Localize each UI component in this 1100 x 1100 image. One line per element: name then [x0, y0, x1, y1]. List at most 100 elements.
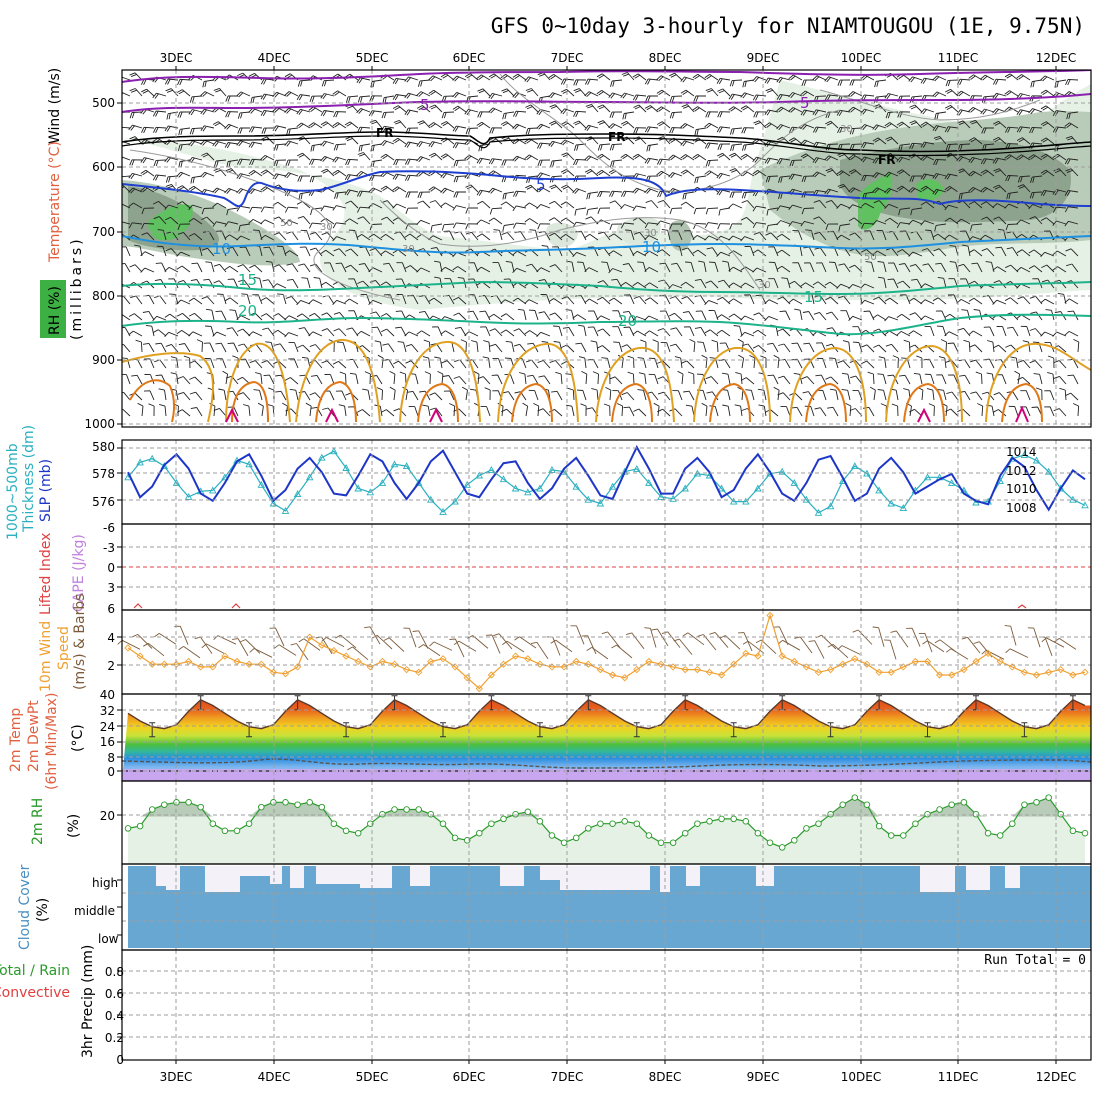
wind-barb [404, 233, 419, 241]
wind-barb [644, 126, 659, 133]
wind-barb [764, 109, 779, 116]
wind-barb [416, 267, 431, 273]
wind-barb [321, 328, 335, 337]
wind-barb [620, 222, 635, 229]
wind-barb [596, 73, 611, 81]
wind-barb [297, 175, 310, 182]
wind-barb [1017, 359, 1031, 369]
wind-barb [860, 249, 875, 257]
isotherm-teal [122, 280, 1091, 296]
contour-label: FR [608, 130, 625, 144]
wind-barb [549, 200, 563, 209]
lifted-tick: -3 [103, 541, 115, 555]
contour-label: FR [376, 126, 393, 140]
wind-barb [176, 89, 191, 97]
date-label-top: 11DEC [938, 51, 978, 65]
wind-speed-point [778, 652, 786, 660]
wind-barb [500, 121, 515, 129]
wind-barb [561, 296, 575, 305]
wind-barb [196, 339, 203, 353]
wind-barb [301, 277, 311, 289]
slp-point [257, 480, 266, 488]
date-label-bottom: 10DEC [841, 1070, 881, 1084]
wind-barb [308, 299, 323, 305]
pressure-tick: 500 [92, 96, 115, 110]
wind-barb [248, 107, 263, 114]
wind-barb [154, 359, 167, 369]
ylabel-temp-c: (6hr Min/Max) [44, 693, 60, 790]
wind-barb [776, 249, 791, 257]
wind-barb [383, 637, 405, 652]
wind-barb [1017, 184, 1031, 193]
wind-barb [572, 314, 587, 321]
wind-barb [584, 169, 599, 177]
wind-barb [922, 640, 945, 653]
wind-barb [776, 76, 791, 84]
wind-barb [985, 261, 995, 273]
lifted-index-marker [133, 603, 143, 609]
wind-barb [620, 282, 635, 289]
wind-barb [309, 247, 323, 257]
wind-barb [794, 308, 803, 321]
wind-barb [479, 310, 491, 321]
wind-barb [297, 136, 311, 145]
ylabel-upper-temp: Temperature (°C) [47, 141, 63, 263]
rh2m-point [936, 806, 943, 813]
wind-speed-point [899, 663, 907, 671]
wind-barb [122, 92, 131, 97]
slp-point [414, 478, 423, 486]
wind-barb [1064, 331, 1079, 337]
temp-band [122, 769, 1091, 781]
panel-frame [121, 609, 1092, 695]
date-label-top: 12DEC [1036, 51, 1076, 65]
wind-barb [321, 232, 335, 241]
wind-barb [596, 315, 611, 321]
wind-barb [597, 120, 611, 129]
wind-barb [392, 94, 407, 101]
wind-barb [260, 93, 275, 100]
wind-speed-point [669, 663, 677, 671]
wind-barb [441, 223, 455, 231]
upper-air-panel: 5 5 FR FR FR 5 10 10 15 15 20 20 30 30 3… [40, 68, 1091, 431]
wind-barb [816, 389, 827, 401]
wind-barb [298, 327, 311, 337]
wind-speed-point [887, 668, 895, 676]
wind-barb [188, 218, 203, 225]
wind-barb [884, 187, 899, 194]
wind-barb [632, 153, 647, 161]
wind-barb [183, 355, 191, 369]
wind-barb [789, 159, 803, 167]
wind-barb [752, 170, 767, 177]
wind-barb [249, 158, 263, 166]
wind-barb [1016, 267, 1031, 273]
wind-barb [681, 104, 695, 113]
wind-barb [587, 310, 599, 321]
wind-barb [740, 92, 755, 99]
wind-speed-point [269, 668, 278, 676]
wind-barb [461, 386, 468, 401]
wind-barb [896, 121, 911, 129]
wind-barb [677, 370, 684, 385]
wind-barb [338, 404, 347, 417]
rh2m-point [900, 832, 907, 839]
wind-barb [842, 340, 851, 353]
wind-barb [332, 156, 347, 163]
wind-barb [729, 127, 743, 135]
slp-point [584, 495, 593, 503]
rh2m-point [633, 820, 641, 827]
dewpoint-line [122, 758, 1091, 769]
rh2m-point [863, 801, 871, 808]
wind-barb [574, 207, 587, 216]
wind-barb [533, 402, 540, 417]
wind-barb [944, 186, 959, 193]
wind-barb [324, 374, 335, 385]
wind-barb [837, 126, 851, 134]
rh2m-point [815, 820, 822, 827]
wind-barb [622, 310, 635, 321]
wind-barb [705, 159, 719, 167]
wind-barb [237, 111, 251, 119]
wind-barb [514, 231, 527, 241]
date-label-bottom: 8DEC [649, 1070, 682, 1084]
wind-barb [248, 219, 263, 225]
rh-shade-green [858, 172, 893, 230]
